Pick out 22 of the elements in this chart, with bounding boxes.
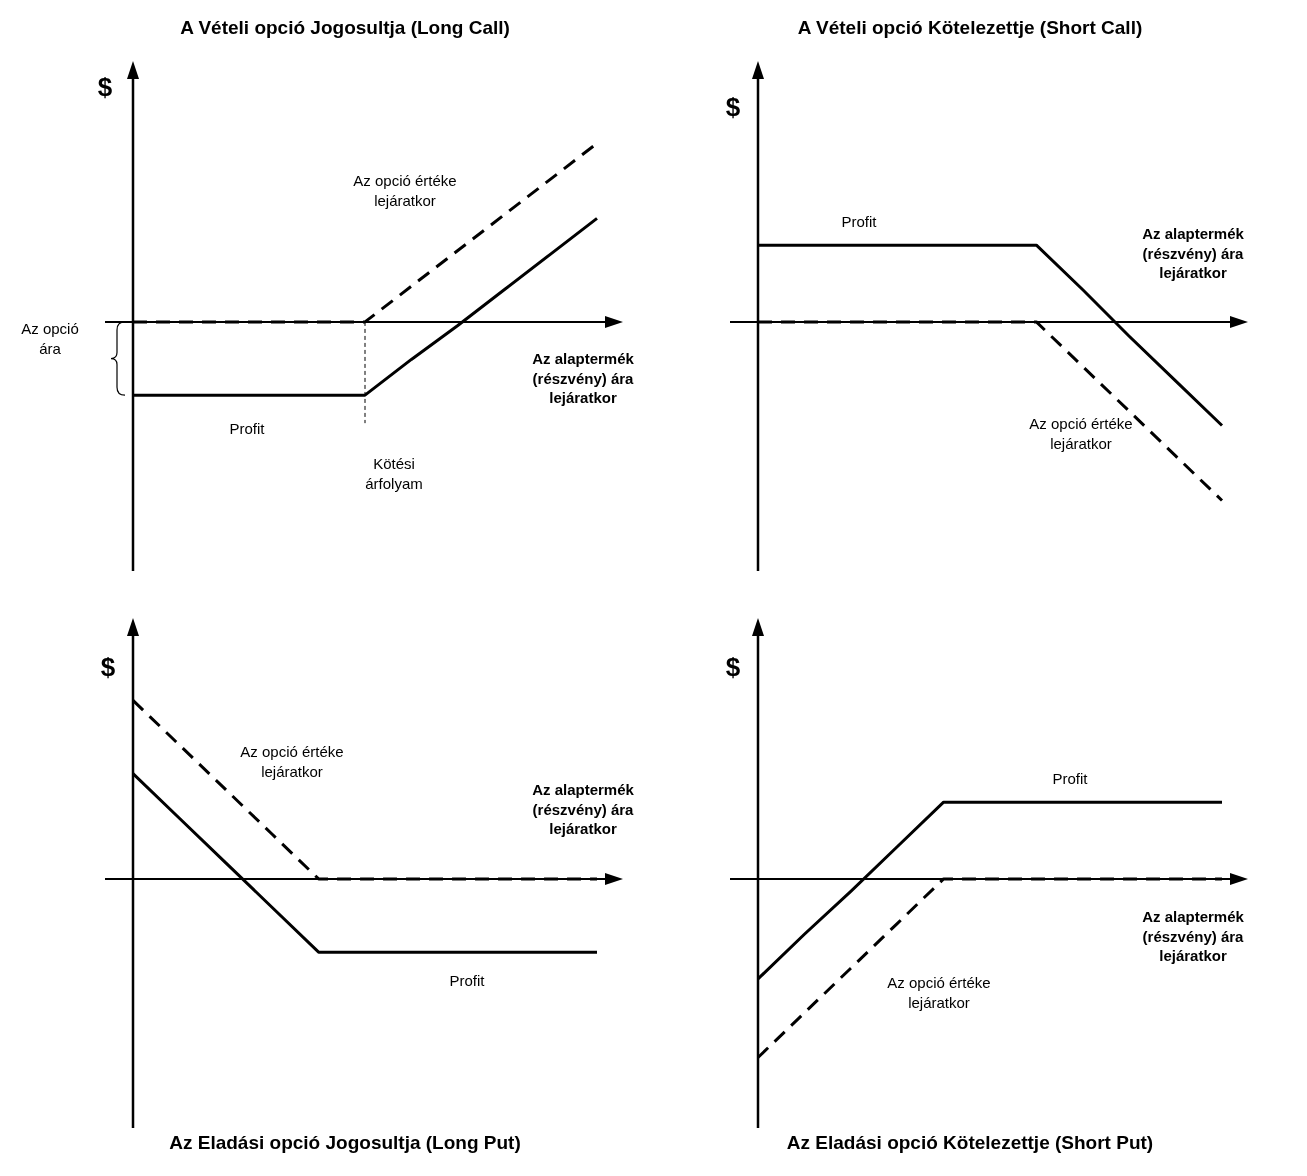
series-label: Az opció értéke lejáratkor [1028, 413, 1134, 453]
series-label: Az opció értéke lejáratkor [886, 972, 992, 1012]
text: Kötési árfolyam [364, 453, 424, 493]
x-axis-title: Az alaptermék (részvény) ára lejáratkor [531, 348, 635, 408]
series-label: Profit [228, 419, 266, 439]
x-axis-title: Az alaptermék (részvény) ára lejáratkor [1141, 906, 1245, 966]
y-axis-title: $ [96, 71, 114, 105]
y-axis-title: $ [724, 91, 742, 125]
y-axis-title: $ [99, 651, 117, 685]
series-label: Profit [1051, 769, 1089, 789]
x-axis-title: Az alaptermék (részvény) ára lejáratkor [1141, 223, 1245, 283]
chart-title: A Vételi opció Jogosultja (Long Call) [179, 15, 511, 40]
y-axis-title: $ [724, 651, 742, 685]
text: Az Eladási opció Kötelezettje (Short Put) [785, 1130, 1155, 1155]
series-label: Profit [448, 971, 486, 991]
chart-title: A Vételi opció Kötelezettje (Short Call) [796, 15, 1144, 40]
x-axis-title: Az alaptermék (részvény) ára lejáratkor [531, 779, 635, 839]
series-label: Az opció értéke lejáratkor [239, 741, 345, 781]
text: Az opció ára [20, 318, 80, 358]
text: Az opció értéke lejáratkor [352, 170, 458, 210]
series-label: Profit [840, 212, 878, 232]
text: Az Eladási opció Jogosultja (Long Put) [168, 1130, 522, 1155]
